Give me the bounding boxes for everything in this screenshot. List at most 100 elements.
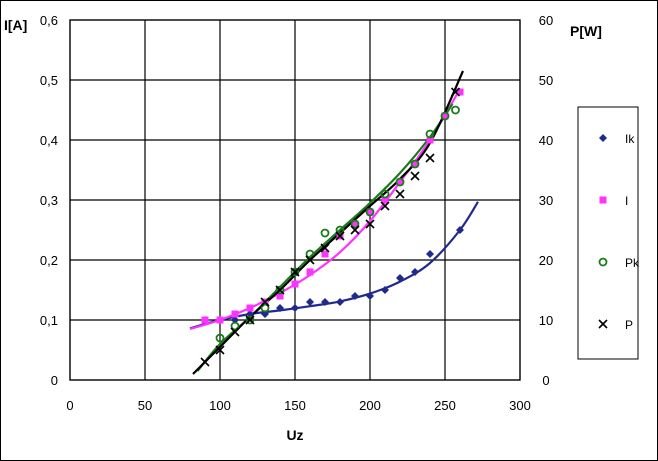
y-right-tick-label: 50 xyxy=(539,73,553,88)
x-tick-label: 0 xyxy=(66,398,73,413)
point-p xyxy=(290,267,300,277)
legend-marker xyxy=(598,319,608,329)
legend-marker xyxy=(599,134,607,142)
point-ik xyxy=(381,286,389,294)
legend-label: Pk xyxy=(625,256,640,270)
point-i xyxy=(426,136,434,144)
y-right-tick-label: 20 xyxy=(539,253,553,268)
y-left-tick-label: 0,1 xyxy=(40,313,58,328)
y-left-tick-label: 0 xyxy=(51,373,58,388)
point-pk xyxy=(440,111,450,121)
point-p xyxy=(245,315,255,325)
legend-marker xyxy=(598,257,608,267)
point-ik xyxy=(366,292,374,300)
point-pk xyxy=(290,267,300,277)
legend-entry-i: I xyxy=(599,194,628,208)
point-pk xyxy=(425,129,435,139)
point-ik xyxy=(426,250,434,258)
point-pk xyxy=(410,159,420,169)
point-i xyxy=(411,160,419,168)
legend-box xyxy=(577,106,639,360)
point-p xyxy=(275,285,285,295)
point-i xyxy=(276,292,284,300)
point-i xyxy=(441,112,449,120)
point-i xyxy=(381,196,389,204)
point-i xyxy=(456,88,464,96)
y-left-tick-label: 0,4 xyxy=(40,133,58,148)
point-pk xyxy=(260,303,270,313)
point-i xyxy=(366,208,374,216)
point-p xyxy=(215,345,225,355)
x-tick-label: 250 xyxy=(434,398,456,413)
y-right-tick-label: 60 xyxy=(539,13,553,28)
y-right-tick-label: 10 xyxy=(539,313,553,328)
y-axis-right-label: P[W] xyxy=(570,23,602,39)
point-i xyxy=(321,250,329,258)
point-ik xyxy=(411,268,419,276)
point-ik xyxy=(351,292,359,300)
x-tick-label: 50 xyxy=(138,398,152,413)
point-ik xyxy=(456,226,464,234)
legend-label: P xyxy=(625,318,633,332)
series-pk xyxy=(215,105,460,343)
x-tick-label: 300 xyxy=(509,398,531,413)
point-pk xyxy=(305,249,315,259)
point-p xyxy=(320,243,330,253)
point-pk xyxy=(320,228,330,238)
x-tick-label: 150 xyxy=(284,398,306,413)
point-p xyxy=(380,201,390,211)
point-i xyxy=(396,178,404,186)
y-left-tick-label: 0,3 xyxy=(40,193,58,208)
point-pk xyxy=(230,321,240,331)
point-i xyxy=(231,310,239,318)
point-p xyxy=(410,171,420,181)
point-i xyxy=(201,316,209,324)
point-p xyxy=(230,327,240,337)
y-left-tick-label: 0,5 xyxy=(40,73,58,88)
point-ik xyxy=(231,316,239,324)
point-p xyxy=(425,153,435,163)
point-ik xyxy=(336,298,344,306)
point-i xyxy=(246,304,254,312)
point-p xyxy=(335,231,345,241)
legend-marker xyxy=(599,196,607,204)
y-right-tick-label: 0 xyxy=(542,373,549,388)
point-pk xyxy=(380,189,390,199)
point-pk xyxy=(245,315,255,325)
point-p xyxy=(350,225,360,235)
point-ik xyxy=(261,310,269,318)
legend: Ik I Pk P xyxy=(598,132,640,332)
point-pk xyxy=(215,333,225,343)
point-pk xyxy=(350,219,360,229)
point-ik xyxy=(306,298,314,306)
point-pk xyxy=(275,285,285,295)
data-points xyxy=(200,87,464,367)
y-right-tick-label: 40 xyxy=(539,133,553,148)
x-axis-label: Uz xyxy=(286,427,303,443)
y-axis-left-label: I[A] xyxy=(4,17,27,33)
point-i xyxy=(351,220,359,228)
y-left-tick-label: 0,6 xyxy=(40,13,58,28)
grid xyxy=(70,20,520,380)
point-i xyxy=(306,268,314,276)
legend-label: Ik xyxy=(625,132,635,146)
legend-entry-ik: Ik xyxy=(599,132,635,146)
point-ik xyxy=(276,304,284,312)
y-right-tick-label: 30 xyxy=(539,193,553,208)
point-ik xyxy=(321,298,329,306)
point-i xyxy=(216,316,224,324)
plot-area-frame xyxy=(69,19,521,381)
point-p xyxy=(200,357,210,367)
series-p xyxy=(200,87,461,367)
x-tick-label: 100 xyxy=(209,398,231,413)
point-pk xyxy=(395,177,405,187)
point-pk xyxy=(335,225,345,235)
legend-entry-p: P xyxy=(598,318,633,332)
point-p xyxy=(395,189,405,199)
y-left-tick-label: 0,2 xyxy=(40,253,58,268)
point-ik xyxy=(396,274,404,282)
point-p xyxy=(450,87,461,97)
point-pk xyxy=(451,105,460,115)
